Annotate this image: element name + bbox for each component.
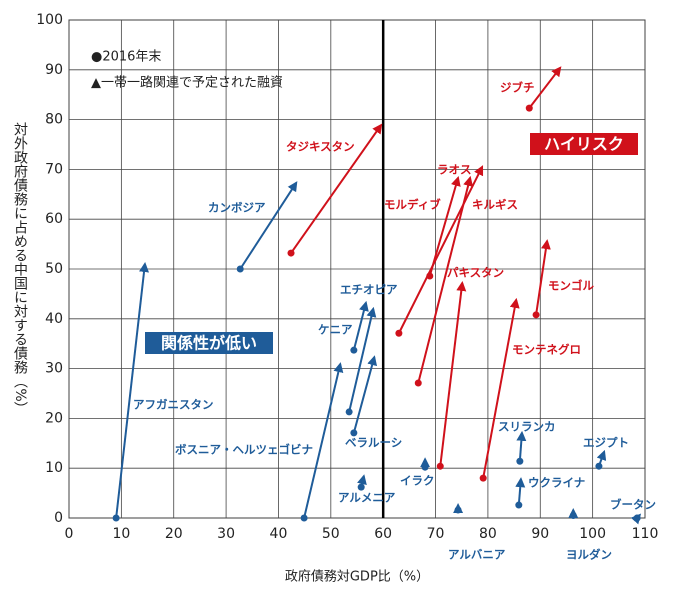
projected-arrow xyxy=(397,165,484,334)
y-tick-label: 60 xyxy=(45,211,63,227)
start-point xyxy=(112,514,120,522)
projected-arrow xyxy=(535,239,551,315)
x-tick-label: 90 xyxy=(531,526,549,542)
annotation: ハイリスク xyxy=(544,135,624,154)
annotation: 関係性が低い xyxy=(161,334,257,353)
x-tick-label: 40 xyxy=(270,526,288,542)
projected-arrow xyxy=(516,430,527,462)
x-tick-label: 30 xyxy=(217,526,235,542)
projected-arrow xyxy=(515,477,526,506)
y-tick-label: 0 xyxy=(54,510,63,526)
start-point xyxy=(236,265,244,273)
start-point xyxy=(436,462,444,470)
start-point xyxy=(395,329,403,337)
country-label: ジブチ xyxy=(500,81,535,95)
start-point xyxy=(300,514,308,522)
start-point xyxy=(350,429,358,437)
projected-arrow xyxy=(352,300,369,351)
country-label: ケニア xyxy=(318,323,353,337)
country-label: アルメニア xyxy=(338,491,396,505)
legend-entry: ●2016年末 xyxy=(91,50,161,65)
country-label: エチオピア xyxy=(340,283,398,297)
x-tick-label: 110 xyxy=(632,526,659,542)
y-tick-label: 40 xyxy=(45,311,63,327)
y-tick-label: 30 xyxy=(45,361,63,377)
country-label: ヨルダン xyxy=(566,548,612,562)
projected-arrow xyxy=(290,123,383,254)
y-tick-label: 70 xyxy=(45,161,63,177)
country-label: スリランカ xyxy=(498,420,556,434)
projected-arrow xyxy=(482,297,520,479)
x-tick-label: 60 xyxy=(374,526,392,542)
country-label: カンボジア xyxy=(208,201,266,215)
y-tick-label: 50 xyxy=(45,261,63,277)
x-tick-label: 10 xyxy=(112,526,130,542)
start-point xyxy=(516,457,524,465)
annotation-box xyxy=(145,332,273,354)
start-point xyxy=(350,346,358,354)
start-point xyxy=(595,462,603,470)
start-point xyxy=(479,474,487,482)
start-point xyxy=(633,514,641,522)
start-point xyxy=(569,512,577,520)
country-label: ブータン xyxy=(610,498,656,512)
country-label: エジプト xyxy=(583,436,629,450)
country-label: モンゴル xyxy=(548,279,594,293)
y-tick-label: 90 xyxy=(45,62,63,78)
x-tick-label: 20 xyxy=(165,526,183,542)
country-label: ベラルーシ xyxy=(345,436,402,450)
projected-arrow xyxy=(239,181,298,270)
country-label: アフガニスタン xyxy=(133,398,214,412)
x-tick-label: 100 xyxy=(579,526,606,542)
x-tick-label: 80 xyxy=(479,526,497,542)
projected-arrow xyxy=(352,355,378,434)
start-point xyxy=(287,249,295,257)
x-axis-label: 政府債務対GDP比（%） xyxy=(285,570,429,585)
start-point xyxy=(421,463,429,471)
x-tick-label: 50 xyxy=(322,526,340,542)
projected-arrow xyxy=(115,262,149,519)
country-label: パキスタン xyxy=(447,266,504,280)
start-point xyxy=(357,483,365,491)
country-label: イラク xyxy=(400,474,435,488)
projected-arrow xyxy=(417,175,473,384)
projected-arrow xyxy=(428,175,461,277)
projected-arrow xyxy=(303,362,344,519)
country-label: アルバニア xyxy=(448,548,506,562)
start-point xyxy=(345,408,353,416)
country-label: タジキスタン xyxy=(286,140,355,154)
y-tick-label: 80 xyxy=(45,112,63,128)
country-label: ウクライナ xyxy=(528,476,585,490)
y-tick-label: 20 xyxy=(45,410,63,426)
x-tick-label: 70 xyxy=(427,526,445,542)
x-tick-label: 0 xyxy=(65,526,74,542)
y-tick-label: 100 xyxy=(36,12,63,28)
annotation-box xyxy=(530,133,638,155)
legend-entry: ▲一帯一路関連で予定された融資 xyxy=(91,75,283,91)
country-label: ボスニア・ヘルツェゴビナ xyxy=(175,443,313,457)
projected-arrow xyxy=(439,280,467,467)
country-label: キルギス xyxy=(472,198,518,212)
projected-arrow xyxy=(528,66,562,109)
start-point xyxy=(454,506,462,514)
country-label: モルディブ xyxy=(384,198,441,212)
start-point xyxy=(515,501,523,509)
start-point xyxy=(525,104,533,112)
country-label: ラオス xyxy=(437,163,472,177)
y-axis-label: 対外政府債務に占める中国に対する債務（%） xyxy=(12,122,28,415)
y-tick-label: 10 xyxy=(45,460,63,476)
country-label: モンテネグロ xyxy=(512,343,581,357)
start-point xyxy=(414,379,422,387)
start-point xyxy=(532,311,540,319)
projected-arrow xyxy=(348,306,377,413)
